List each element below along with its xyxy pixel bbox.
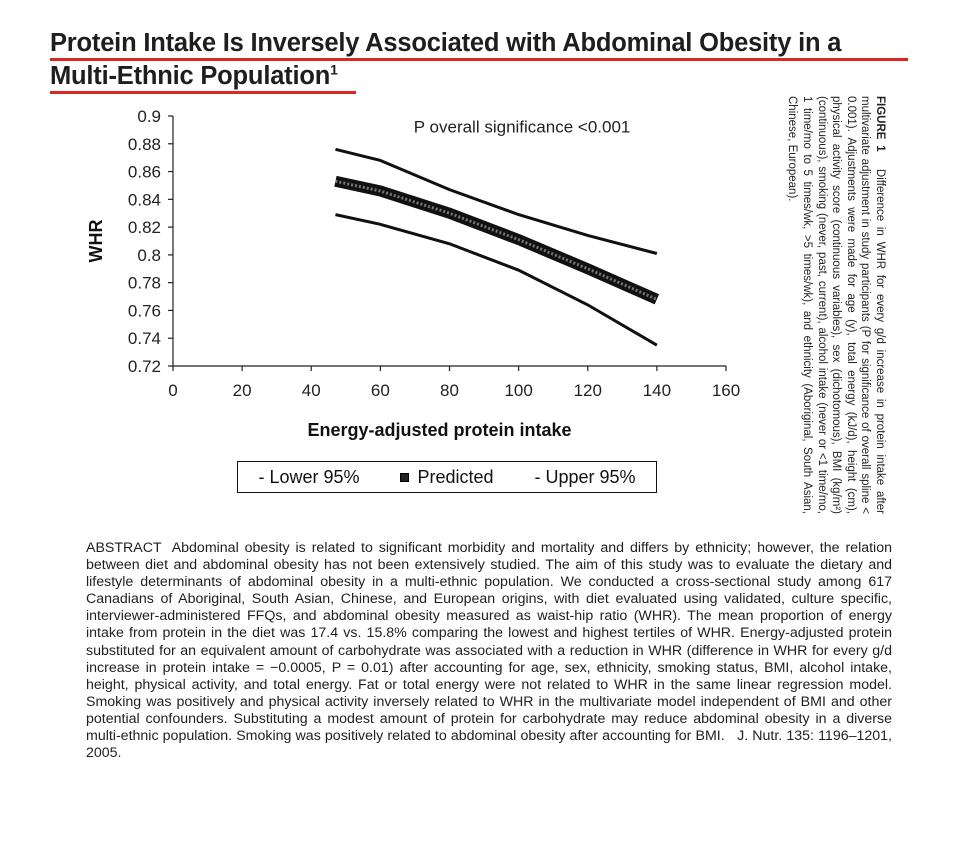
- abstract-citation: J. Nutr. 135: 1196–1201, 2005.: [86, 728, 893, 762]
- x-tick-label: 100: [504, 381, 532, 400]
- article-title: Protein Intake Is Inversely Associated w…: [50, 28, 910, 94]
- x-tick-label: 80: [440, 381, 459, 400]
- whr-chart: 0.72 0.74 0.76 0.78 0.8 0.82 0.84 0.86 0.88 0.9 0 2…: [70, 100, 760, 510]
- series-line-lower-95: [335, 213, 658, 347]
- y-tick-label: 0.86: [128, 163, 161, 182]
- legend-lower-label: - Lower 95%: [258, 466, 360, 487]
- x-tick-label: 120: [574, 381, 602, 400]
- chart-svg: 0.72 0.74 0.76 0.78 0.8 0.82 0.84 0.86 0.88 0.9 0 2…: [86, 107, 740, 440]
- y-tick-label: 0.82: [128, 218, 161, 237]
- series-line-upper-95: [335, 147, 658, 255]
- legend-item-lower: - Lower 95%: [258, 467, 359, 488]
- x-tick-label: 160: [712, 381, 740, 400]
- legend-item-upper: - Upper 95%: [534, 467, 635, 488]
- y-tick-label: 0.84: [128, 190, 161, 209]
- y-tick-label: 0.74: [128, 329, 161, 348]
- figure-caption: FIGURE 1 Difference in WHR for every g/d…: [777, 96, 887, 514]
- series-texture-predicted: [335, 179, 658, 301]
- y-tick-label: 0.9: [137, 107, 161, 126]
- title-footnote: 1: [330, 61, 338, 78]
- chart-annotation: P overall significance <0.001: [414, 118, 631, 137]
- x-tick-label: 40: [302, 381, 321, 400]
- y-tick-label: 0.88: [128, 135, 161, 154]
- legend-item-predicted: Predicted: [400, 466, 494, 488]
- predicted-swatch-icon: [400, 472, 410, 482]
- abstract-label: ABSTRACT: [86, 540, 162, 556]
- legend-predicted-label: Predicted: [417, 466, 494, 487]
- x-tick-label: 20: [233, 381, 252, 400]
- y-tick-label: 0.72: [128, 357, 161, 376]
- figure-caption-label: FIGURE 1: [874, 96, 886, 152]
- figure-caption-text: Difference in WHR for every g/d increase…: [786, 96, 886, 514]
- x-tick-label: 140: [643, 381, 671, 400]
- abstract-text: Abdominal obesity is related to signific…: [86, 540, 892, 745]
- y-tick-label: 0.76: [128, 301, 161, 320]
- x-tick-label: 0: [168, 381, 177, 400]
- y-tick-label: 0.8: [137, 246, 161, 265]
- legend-upper-label: - Upper 95%: [534, 466, 636, 487]
- x-axis-title: Energy-adjusted protein intake: [307, 420, 571, 440]
- x-tick-label: 60: [371, 381, 390, 400]
- chart-legend: - Lower 95% Predicted - Upper 95%: [237, 461, 657, 493]
- abstract-paragraph: ABSTRACT Abdominal obesity is related to …: [86, 540, 892, 762]
- y-axis-title: WHR: [86, 220, 106, 263]
- y-tick-label: 0.78: [128, 274, 161, 293]
- title-line-2: Multi-Ethnic Population: [50, 62, 331, 90]
- title-line-1: Protein Intake Is Inversely Associated w…: [50, 29, 842, 57]
